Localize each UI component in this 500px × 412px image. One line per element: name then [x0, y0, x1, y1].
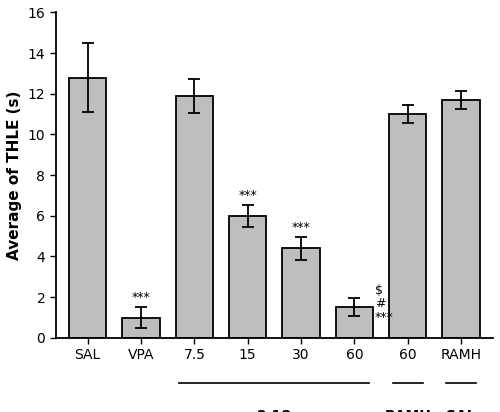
Text: ***: *** — [292, 221, 310, 234]
Text: RAMH: RAMH — [384, 410, 431, 412]
Text: ***: *** — [238, 189, 257, 201]
Text: ***: *** — [132, 291, 150, 304]
Bar — [229, 216, 266, 338]
Bar — [176, 96, 213, 338]
Text: SAL: SAL — [446, 410, 476, 412]
Bar — [122, 318, 160, 338]
Y-axis label: Average of THLE (s): Average of THLE (s) — [7, 91, 22, 260]
Bar — [442, 100, 480, 338]
Bar — [69, 77, 106, 338]
Bar — [282, 248, 320, 338]
Text: #: # — [374, 297, 385, 310]
Text: $: $ — [374, 284, 382, 297]
Bar — [389, 114, 426, 338]
Text: ***: *** — [374, 311, 394, 323]
Bar — [336, 307, 373, 338]
Text: 2-18: 2-18 — [257, 410, 292, 412]
